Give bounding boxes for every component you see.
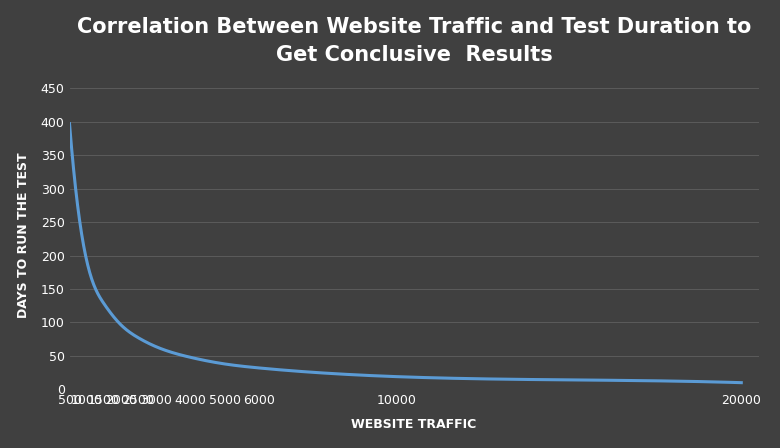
Y-axis label: DAYS TO RUN THE TEST: DAYS TO RUN THE TEST: [16, 153, 30, 318]
Title: Correlation Between Website Traffic and Test Duration to
Get Conclusive  Results: Correlation Between Website Traffic and …: [76, 17, 751, 65]
X-axis label: WEBSITE TRAFFIC: WEBSITE TRAFFIC: [351, 418, 477, 431]
